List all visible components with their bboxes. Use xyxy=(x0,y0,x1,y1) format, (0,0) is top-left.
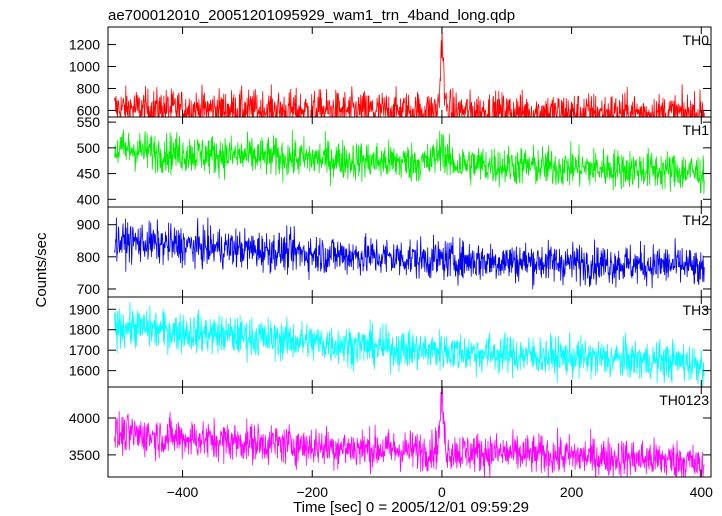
panel-frame-th1 xyxy=(107,116,712,208)
y-tick-label-th1: 400 xyxy=(77,191,101,207)
y-tick-label-th1: 500 xyxy=(77,140,101,156)
panel-label-th0: TH0 xyxy=(683,32,710,48)
x-tick-label: 200 xyxy=(560,484,584,500)
y-tick-label-th0: 600 xyxy=(77,102,101,118)
panel-label-th2: TH2 xyxy=(683,212,710,228)
series-line-th3 xyxy=(114,301,705,387)
y-tick-label-th1: 450 xyxy=(77,166,101,182)
y-tick-label-th3: 1600 xyxy=(69,363,100,379)
y-tick-label-th3: 1700 xyxy=(69,342,100,358)
x-tick-label: −200 xyxy=(296,484,328,500)
y-axis-label: Counts/sec xyxy=(33,232,50,308)
y-tick-label-th0: 800 xyxy=(77,80,101,96)
panel-label-th1: TH1 xyxy=(683,122,710,138)
y-tick-label-th2: 800 xyxy=(77,249,101,265)
x-tick-label: 0 xyxy=(438,484,446,500)
series-line-th0123 xyxy=(114,387,705,477)
chart-title: ae700012010_20051201095929_wam1_trn_4ban… xyxy=(108,7,515,24)
series-line-th0 xyxy=(114,27,705,117)
y-tick-label-th2: 900 xyxy=(77,217,101,233)
panel-label-th3: TH3 xyxy=(683,302,710,318)
x-axis-label: Time [sec] 0 = 2005/12/01 09:59:29 xyxy=(293,499,529,516)
y-tick-label-th3: 1900 xyxy=(69,301,100,317)
y-tick-label-th0123: 3500 xyxy=(69,447,100,463)
y-tick-label-th0: 1000 xyxy=(69,59,100,75)
panel-label-th0123: TH0123 xyxy=(659,392,709,408)
panel-frame-th0123 xyxy=(107,386,712,478)
series-line-th1 xyxy=(114,129,705,195)
y-tick-label-th1: 550 xyxy=(77,114,101,130)
series-line-th2 xyxy=(114,217,705,290)
y-tick-label-th3: 1800 xyxy=(69,322,100,338)
x-tick-label: −400 xyxy=(167,484,199,500)
y-tick-label-th2: 700 xyxy=(77,281,101,297)
y-tick-label-th0: 1200 xyxy=(69,37,100,53)
panels-group: 600 800 1000 1200 TH0 400 450 500 550 TH1 700 800 90… xyxy=(69,26,714,500)
y-tick-label-th0123: 4000 xyxy=(69,410,100,426)
x-tick-label: 400 xyxy=(690,484,714,500)
